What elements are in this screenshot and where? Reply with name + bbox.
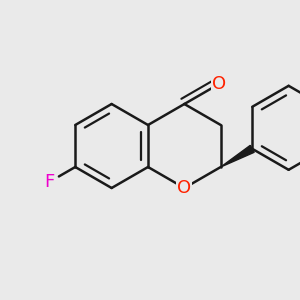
Text: O: O xyxy=(177,179,191,197)
Polygon shape xyxy=(221,145,254,167)
Text: F: F xyxy=(45,173,55,191)
Text: O: O xyxy=(212,75,226,93)
